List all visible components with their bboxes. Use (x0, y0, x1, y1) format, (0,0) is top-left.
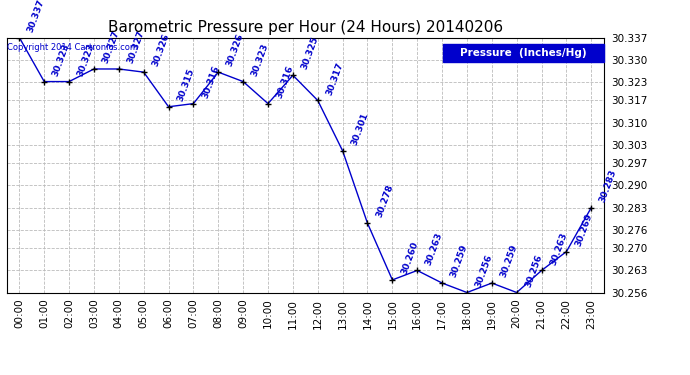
Text: 30.263: 30.263 (424, 231, 444, 266)
Text: 30.327: 30.327 (126, 29, 146, 65)
Text: 30.326: 30.326 (225, 33, 246, 68)
Text: 30.256: 30.256 (524, 253, 544, 288)
Text: 30.316: 30.316 (275, 64, 295, 99)
Text: 30.317: 30.317 (325, 61, 345, 96)
Text: 30.325: 30.325 (300, 36, 320, 71)
Text: 30.301: 30.301 (350, 111, 370, 147)
Text: 30.327: 30.327 (101, 29, 121, 65)
Text: 30.278: 30.278 (375, 183, 395, 219)
Text: 30.269: 30.269 (573, 212, 593, 248)
Text: Copyright 2014 Cartronics.com: Copyright 2014 Cartronics.com (8, 43, 139, 52)
Text: Pressure  (Inches/Hg): Pressure (Inches/Hg) (460, 48, 586, 58)
Title: Barometric Pressure per Hour (24 Hours) 20140206: Barometric Pressure per Hour (24 Hours) … (108, 20, 503, 35)
Text: 30.259: 30.259 (499, 243, 519, 279)
FancyBboxPatch shape (442, 44, 604, 62)
Text: 30.323: 30.323 (76, 42, 97, 77)
Text: 30.323: 30.323 (51, 42, 71, 77)
Text: 30.323: 30.323 (250, 42, 270, 77)
Text: 30.256: 30.256 (474, 253, 494, 288)
Text: 30.315: 30.315 (175, 67, 196, 103)
Text: 30.326: 30.326 (150, 33, 171, 68)
Text: 30.337: 30.337 (26, 0, 47, 33)
Text: 30.283: 30.283 (598, 168, 618, 203)
Text: 30.316: 30.316 (200, 64, 221, 99)
Text: 30.260: 30.260 (400, 240, 420, 276)
Text: 30.263: 30.263 (549, 231, 569, 266)
Text: 30.259: 30.259 (449, 243, 469, 279)
